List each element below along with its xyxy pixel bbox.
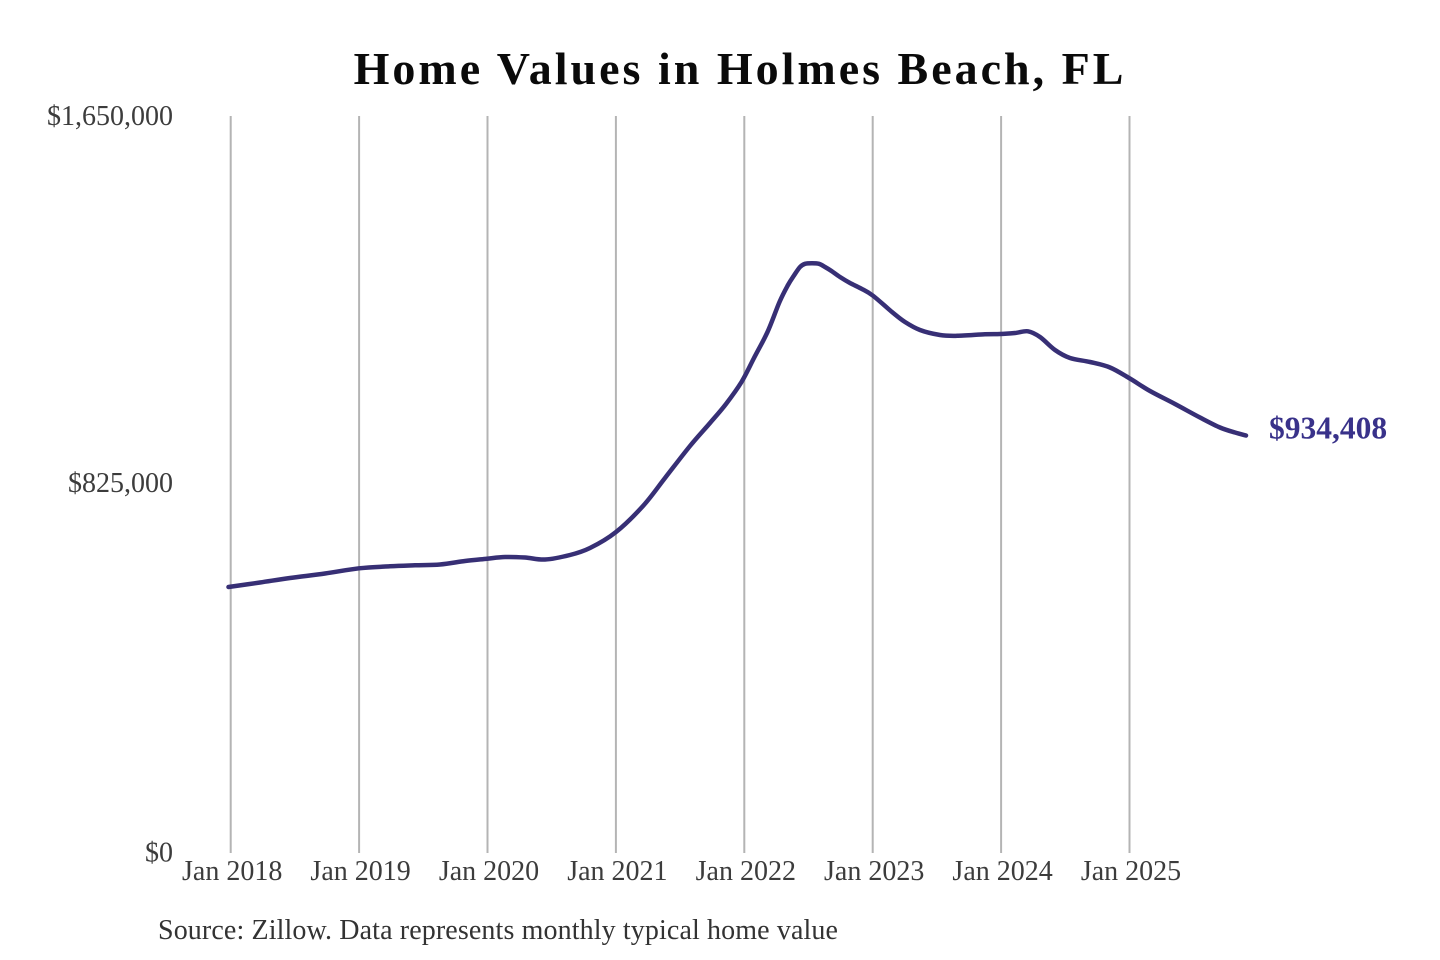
svg-text:$1,650,000: $1,650,000 xyxy=(47,101,173,132)
svg-text:$825,000: $825,000 xyxy=(68,468,173,499)
svg-text:Jan 2025: Jan 2025 xyxy=(1081,856,1181,887)
svg-text:Jan 2021: Jan 2021 xyxy=(567,856,667,887)
svg-text:Jan 2018: Jan 2018 xyxy=(182,856,282,887)
svg-text:Source: Zillow. Data represent: Source: Zillow. Data represents monthly … xyxy=(158,915,838,946)
svg-text:$0: $0 xyxy=(145,838,173,869)
svg-text:Home Values in Holmes Beach, F: Home Values in Holmes Beach, FL xyxy=(354,43,1127,94)
svg-text:Jan 2022: Jan 2022 xyxy=(696,856,796,887)
svg-text:Jan 2023: Jan 2023 xyxy=(824,856,924,887)
svg-text:Jan 2024: Jan 2024 xyxy=(952,856,1052,887)
svg-text:Jan 2020: Jan 2020 xyxy=(439,856,539,887)
svg-text:Jan 2019: Jan 2019 xyxy=(310,856,410,887)
svg-text:$934,408: $934,408 xyxy=(1269,411,1387,446)
